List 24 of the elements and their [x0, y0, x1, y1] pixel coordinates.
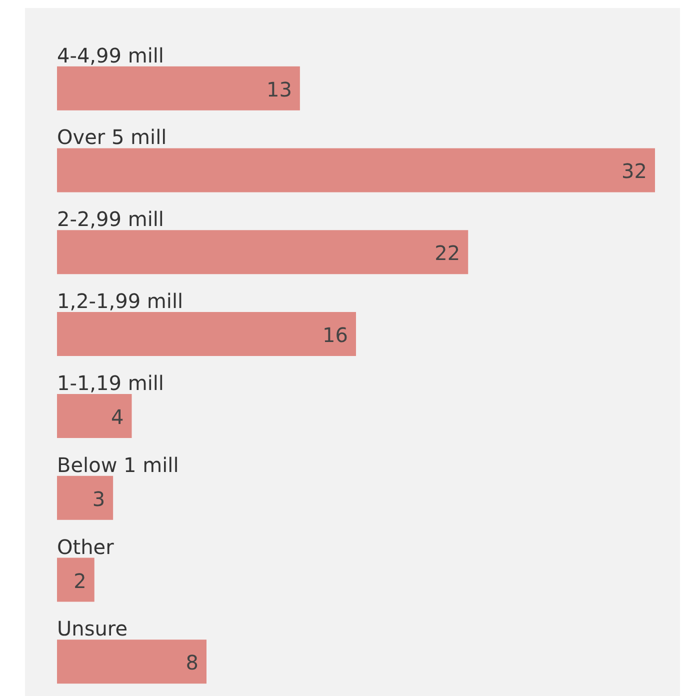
y-tick-label: 2-2,99 mill [57, 207, 164, 232]
bar [57, 558, 94, 602]
data-label: 3 [92, 486, 106, 511]
bar [57, 640, 206, 684]
bar [57, 394, 132, 438]
bar [57, 312, 356, 356]
bar [57, 230, 468, 274]
data-label: 2 [74, 568, 86, 593]
y-tick-label: Unsure [57, 616, 128, 641]
data-label: 16 [322, 323, 348, 348]
y-tick-label: 4-4,99 mill [57, 43, 164, 68]
data-label: 32 [622, 159, 647, 184]
y-tick-label: 1-1,19 mill [57, 370, 164, 395]
data-label: 4 [111, 404, 124, 429]
data-label: 22 [434, 241, 460, 266]
bar [57, 476, 114, 520]
data-label: 13 [266, 77, 292, 102]
bar [57, 66, 300, 110]
y-tick-label: Below 1 mill [57, 452, 179, 477]
y-tick-label: Over 5 mill [57, 125, 167, 150]
bar [57, 148, 655, 192]
y-tick-label: 1,2-1,99 mill [57, 289, 184, 314]
data-label: 8 [186, 650, 198, 675]
y-tick-label: Other [57, 534, 115, 559]
